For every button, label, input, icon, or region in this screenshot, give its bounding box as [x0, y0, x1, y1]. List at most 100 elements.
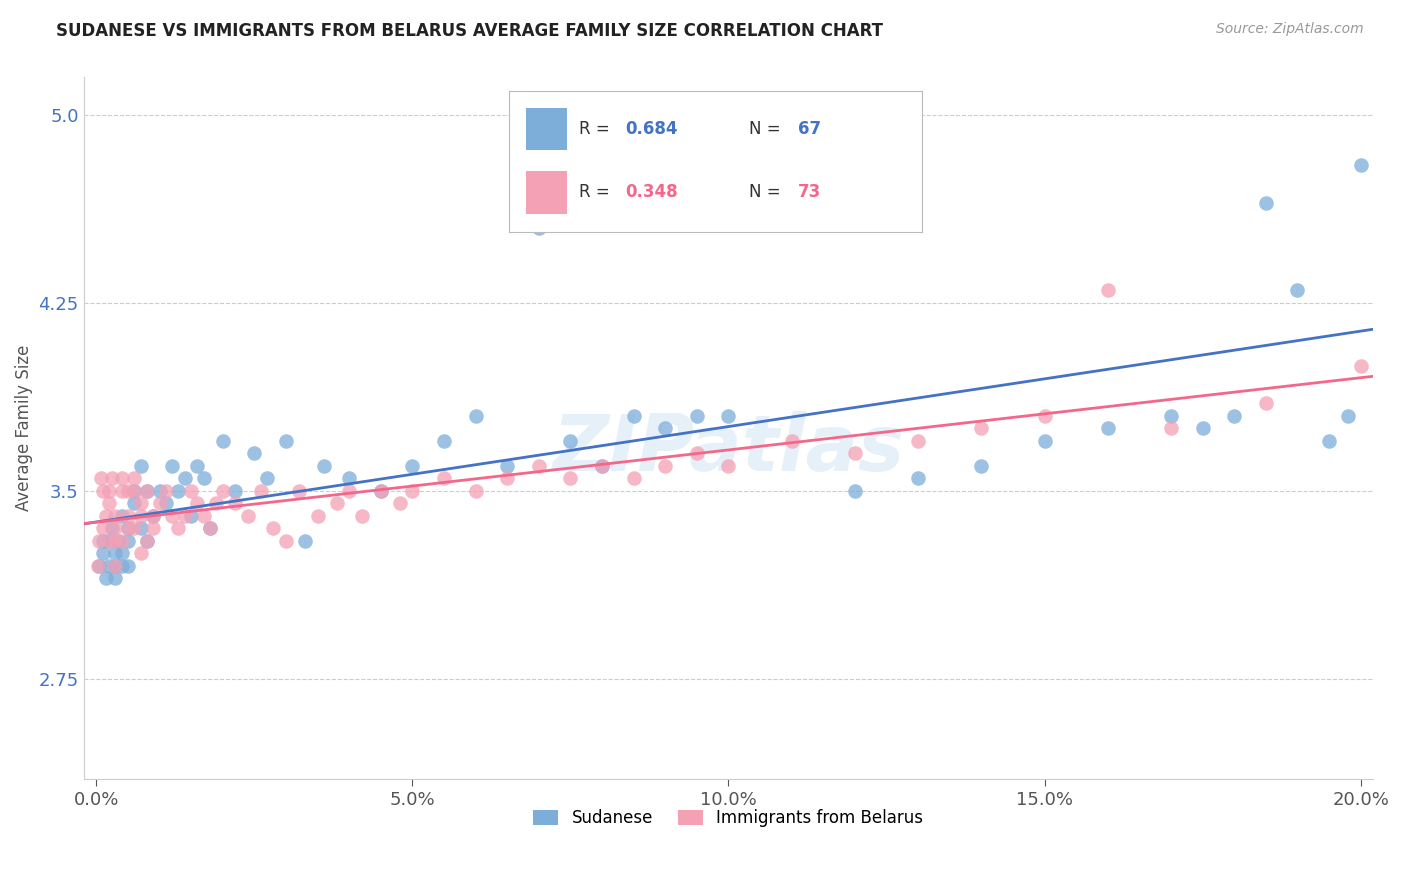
Point [198, 521, 221, 535]
Point [224, 483, 246, 498]
Point [591, 458, 613, 473]
Point [104, 521, 127, 535]
Point [970, 458, 993, 473]
Point [97, 533, 120, 548]
Point [274, 434, 297, 448]
Text: SUDANESE VS IMMIGRANTS FROM BELARUS AVERAGE FAMILY SIZE CORRELATION CHART: SUDANESE VS IMMIGRANTS FROM BELARUS AVER… [56, 22, 883, 40]
Point [844, 446, 866, 460]
Point [122, 483, 145, 498]
Point [224, 496, 246, 510]
Point [193, 508, 215, 523]
Point [907, 471, 929, 485]
Point [193, 471, 215, 485]
Point [1350, 158, 1372, 172]
Point [101, 471, 124, 485]
Point [464, 483, 486, 498]
Point [623, 471, 645, 485]
Point [654, 421, 676, 435]
Point [1286, 284, 1309, 298]
Point [129, 458, 152, 473]
Point [167, 483, 190, 498]
Point [91, 546, 114, 560]
Point [89, 558, 111, 573]
Point [101, 521, 124, 535]
Point [110, 508, 132, 523]
Point [135, 483, 157, 498]
Point [433, 471, 456, 485]
Point [104, 508, 127, 523]
Point [104, 546, 127, 560]
Point [211, 434, 233, 448]
Point [142, 508, 165, 523]
Point [148, 483, 170, 498]
Y-axis label: Average Family Size: Average Family Size [15, 345, 32, 511]
Point [198, 521, 221, 535]
Point [1160, 409, 1182, 423]
Point [122, 483, 145, 498]
Point [717, 409, 740, 423]
Point [370, 483, 392, 498]
Point [249, 483, 271, 498]
Point [129, 508, 152, 523]
Point [274, 533, 297, 548]
Point [117, 508, 139, 523]
Point [97, 496, 120, 510]
Point [129, 521, 152, 535]
Point [186, 496, 208, 510]
Point [496, 458, 519, 473]
Point [1097, 421, 1119, 435]
Point [89, 533, 111, 548]
Point [117, 521, 139, 535]
Point [110, 483, 132, 498]
Point [686, 409, 709, 423]
Point [129, 496, 152, 510]
Point [262, 521, 284, 535]
Point [1254, 195, 1277, 210]
Point [94, 572, 117, 586]
Point [142, 508, 165, 523]
Point [117, 521, 139, 535]
Point [370, 483, 392, 498]
Point [173, 471, 195, 485]
Point [236, 508, 259, 523]
Point [160, 508, 183, 523]
Point [654, 458, 676, 473]
Point [560, 471, 582, 485]
Point [307, 508, 329, 523]
Point [122, 521, 145, 535]
Point [388, 496, 411, 510]
Point [87, 558, 110, 573]
Point [623, 409, 645, 423]
Point [110, 546, 132, 560]
Point [97, 483, 120, 498]
Point [129, 546, 152, 560]
Point [287, 483, 309, 498]
Point [401, 458, 423, 473]
Point [1097, 284, 1119, 298]
Point [142, 521, 165, 535]
Point [970, 421, 993, 435]
Point [205, 496, 228, 510]
Point [717, 458, 740, 473]
Point [1337, 409, 1360, 423]
Point [160, 458, 183, 473]
Point [122, 496, 145, 510]
Point [148, 496, 170, 510]
Point [1160, 421, 1182, 435]
Point [180, 508, 202, 523]
Point [104, 572, 127, 586]
Point [433, 434, 456, 448]
Point [527, 220, 550, 235]
Point [155, 496, 177, 510]
Point [117, 533, 139, 548]
Point [117, 483, 139, 498]
Point [844, 483, 866, 498]
Point [1191, 421, 1213, 435]
Point [1254, 396, 1277, 410]
Point [780, 434, 803, 448]
Point [167, 521, 190, 535]
Point [155, 483, 177, 498]
Point [1350, 359, 1372, 373]
Point [1033, 409, 1056, 423]
Legend: Sudanese, Immigrants from Belarus: Sudanese, Immigrants from Belarus [527, 803, 931, 834]
